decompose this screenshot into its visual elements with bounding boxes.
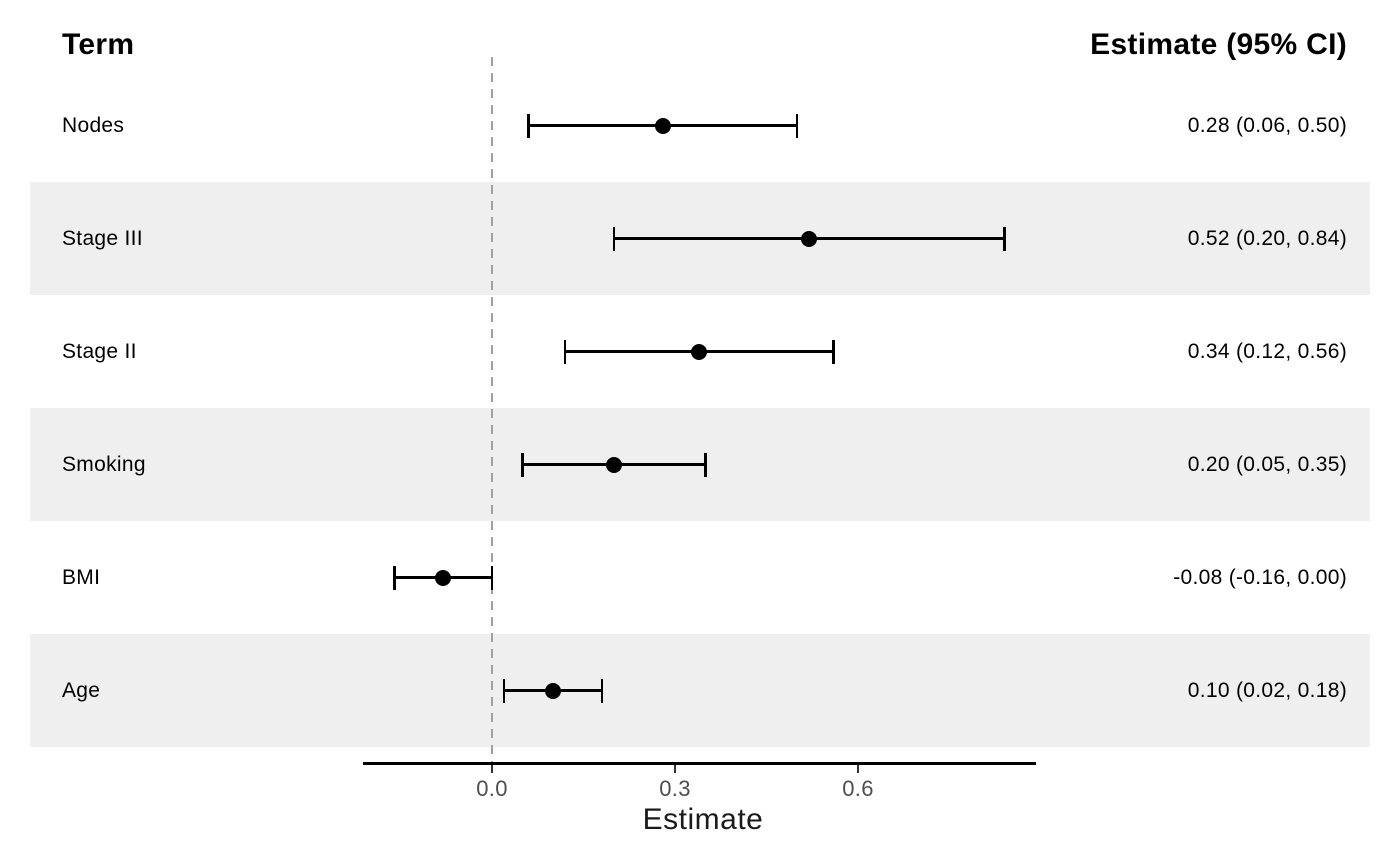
x-axis-tick <box>673 764 677 773</box>
estimate-point <box>801 230 818 247</box>
ci-cap-low <box>521 452 524 477</box>
ci-cap-high <box>1003 226 1006 251</box>
estimate-value-label: 0.28 (0.06, 0.50) <box>1187 113 1347 137</box>
term-column-header: Term <box>62 28 135 61</box>
x-axis-tick <box>856 764 860 773</box>
row-band <box>30 521 1370 634</box>
x-axis-tick-label: 0.0 <box>476 776 508 801</box>
x-axis-tick-label: 0.6 <box>842 776 874 801</box>
estimate-value-label: 0.52 (0.20, 0.84) <box>1187 226 1347 250</box>
term-label: BMI <box>62 565 101 589</box>
ci-cap-low <box>502 678 506 703</box>
estimate-column-header: Estimate (95% CI) <box>1090 28 1347 61</box>
estimate-point <box>435 569 452 586</box>
estimate-point <box>545 682 561 699</box>
ci-cap-high <box>832 339 835 364</box>
ci-cap-low <box>527 113 530 138</box>
term-label: Stage III <box>62 226 143 250</box>
ci-cap-high <box>490 565 494 590</box>
estimate-point <box>654 117 671 134</box>
zero-reference-line <box>490 57 493 763</box>
x-axis-tick-label: 0.3 <box>659 776 691 801</box>
ci-cap-high <box>600 678 604 703</box>
row-band <box>30 634 1370 747</box>
x-axis-tick <box>490 764 494 773</box>
term-label: Smoking <box>62 452 146 476</box>
term-label: Nodes <box>62 113 125 137</box>
estimate-value-label: -0.08 (-0.16, 0.00) <box>1173 565 1347 589</box>
term-label: Stage II <box>62 339 137 363</box>
term-label: Age <box>62 678 101 702</box>
estimate-value-label: 0.10 (0.02, 0.18) <box>1187 678 1347 702</box>
ci-cap-low <box>393 565 396 590</box>
ci-cap-high <box>795 113 799 138</box>
estimate-value-label: 0.20 (0.05, 0.35) <box>1187 452 1347 476</box>
x-axis-title: Estimate <box>642 803 764 836</box>
ci-cap-high <box>704 452 707 477</box>
ci-cap-low <box>563 339 567 364</box>
estimate-point <box>691 343 708 360</box>
estimate-point <box>606 456 622 473</box>
ci-cap-low <box>612 226 616 251</box>
estimate-value-label: 0.34 (0.12, 0.56) <box>1187 339 1347 363</box>
x-axis-line <box>363 762 1036 765</box>
